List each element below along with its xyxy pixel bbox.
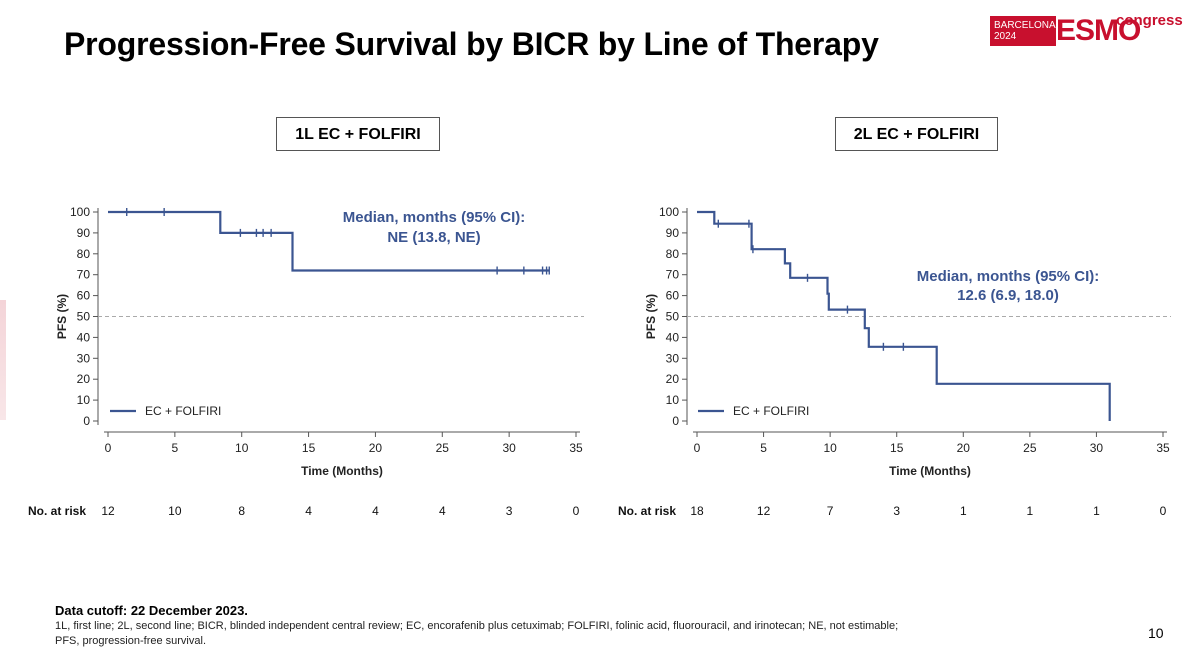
panel1-x-tick-label: 15 — [302, 441, 316, 455]
panel1-y-axis-label: PFS (%) — [55, 294, 69, 339]
logo-brand: ESMO — [1056, 14, 1141, 47]
panel2-risk-count: 1 — [1027, 504, 1034, 518]
panel2-km-curve — [697, 210, 1111, 421]
panel2-x-tick-label: 5 — [760, 441, 767, 455]
panel1-risk-count: 4 — [305, 504, 312, 518]
panel1-y-tick-label: 90 — [77, 226, 91, 240]
panel2-y-tick-label: 50 — [666, 310, 680, 324]
panel1-risk-count: 4 — [439, 504, 446, 518]
panel-title-2l: 2L EC + FOLFIRI — [835, 117, 998, 151]
panel1-y-tick-label: 10 — [77, 393, 91, 407]
footer: Data cutoff: 22 December 2023. 1L, first… — [55, 603, 995, 648]
logo-city-box: BARCELONA 2024 — [990, 16, 1056, 46]
panel2-x-tick-label: 10 — [823, 441, 837, 455]
panel1-risk-table-label: No. at risk — [28, 504, 86, 518]
panel2-y-tick-label: 70 — [666, 268, 680, 282]
logo-year: 2024 — [994, 31, 1017, 42]
panel1-risk-count: 3 — [506, 504, 513, 518]
panel1-x-tick-label: 25 — [436, 441, 450, 455]
panel2-legend-label: EC + FOLFIRI — [733, 404, 809, 418]
panel1-x-tick-label: 0 — [105, 441, 112, 455]
panel1-y-tick-label: 60 — [77, 289, 91, 303]
panel2-risk-count: 0 — [1160, 504, 1167, 518]
panel2-risk-count: 12 — [757, 504, 771, 518]
panel2-x-tick-label: 30 — [1090, 441, 1104, 455]
panel1-median-annotation-line: Median, months (95% CI): — [343, 209, 526, 226]
panel2-risk-count: 3 — [893, 504, 900, 518]
abbreviations-line-1: 1L, first line; 2L, second line; BICR, b… — [55, 620, 899, 632]
panel2-y-tick-label: 60 — [666, 289, 680, 303]
panel2-y-tick-label: 0 — [672, 414, 679, 428]
logo-tag: congress — [1116, 12, 1183, 29]
panel2-x-tick-label: 15 — [890, 441, 904, 455]
panel1-x-axis-label: Time (Months) — [301, 464, 383, 478]
panel2-risk-count: 1 — [960, 504, 967, 518]
panel1-risk-count: 4 — [372, 504, 379, 518]
panel2-y-tick-label: 10 — [666, 393, 680, 407]
panel2-median-annotation-line: Median, months (95% CI): — [917, 268, 1100, 285]
panel1-y-tick-label: 100 — [70, 205, 90, 219]
logo-city: BARCELONA — [994, 20, 1056, 31]
panel2-y-tick-label: 80 — [666, 247, 680, 261]
panel2-median-annotation-line: 12.6 (6.9, 18.0) — [957, 287, 1059, 304]
panel2-x-tick-label: 0 — [694, 441, 701, 455]
panel1-y-tick-label: 40 — [77, 330, 91, 344]
edge-decoration — [0, 300, 6, 420]
panel2-y-tick-label: 90 — [666, 226, 680, 240]
panel1-median-annotation-line: NE (13.8, NE) — [387, 229, 480, 246]
panel2-risk-count: 18 — [690, 504, 704, 518]
panel1-x-tick-label: 5 — [172, 441, 179, 455]
panel1-x-tick-label: 35 — [569, 441, 583, 455]
panel1-risk-count: 10 — [168, 504, 182, 518]
panel1-y-tick-label: 30 — [77, 351, 91, 365]
panel1-risk-count: 8 — [238, 504, 245, 518]
panel1-legend-label: EC + FOLFIRI — [145, 404, 221, 418]
panel2-y-tick-label: 30 — [666, 351, 680, 365]
panel1-y-tick-label: 20 — [77, 372, 91, 386]
data-cutoff: Data cutoff: 22 December 2023. — [55, 603, 248, 618]
panel1-risk-count: 12 — [101, 504, 115, 518]
panel1-y-tick-label: 50 — [77, 310, 91, 324]
abbreviations-line-2: PFS, progression-free survival. — [55, 635, 206, 647]
panel1-risk-count: 0 — [573, 504, 580, 518]
panel2-x-tick-label: 20 — [957, 441, 971, 455]
panel2-risk-table-label: No. at risk — [618, 504, 676, 518]
panel2-x-tick-label: 25 — [1023, 441, 1037, 455]
panel2-y-tick-label: 100 — [659, 205, 679, 219]
panel2-risk-count: 1 — [1093, 504, 1100, 518]
panel2-y-tick-label: 20 — [666, 372, 680, 386]
panel1-y-tick-label: 70 — [77, 268, 91, 282]
panel2-x-axis-label: Time (Months) — [889, 464, 971, 478]
slide-title: Progression-Free Survival by BICR by Lin… — [64, 26, 879, 62]
panel-title-1l: 1L EC + FOLFIRI — [276, 117, 440, 151]
panel2-y-tick-label: 40 — [666, 330, 680, 344]
page-number: 10 — [1148, 625, 1164, 641]
panel2-risk-count: 7 — [827, 504, 834, 518]
panel1-x-tick-label: 30 — [502, 441, 516, 455]
panel2-x-tick-label: 35 — [1156, 441, 1170, 455]
panel1-x-tick-label: 10 — [235, 441, 249, 455]
panel1-x-tick-label: 20 — [369, 441, 383, 455]
panel1-y-tick-label: 0 — [83, 414, 90, 428]
esmo-logo: BARCELONA 2024 ESMO congress — [990, 12, 1183, 48]
panel2-y-axis-label: PFS (%) — [644, 294, 658, 339]
panel1-y-tick-label: 80 — [77, 247, 91, 261]
